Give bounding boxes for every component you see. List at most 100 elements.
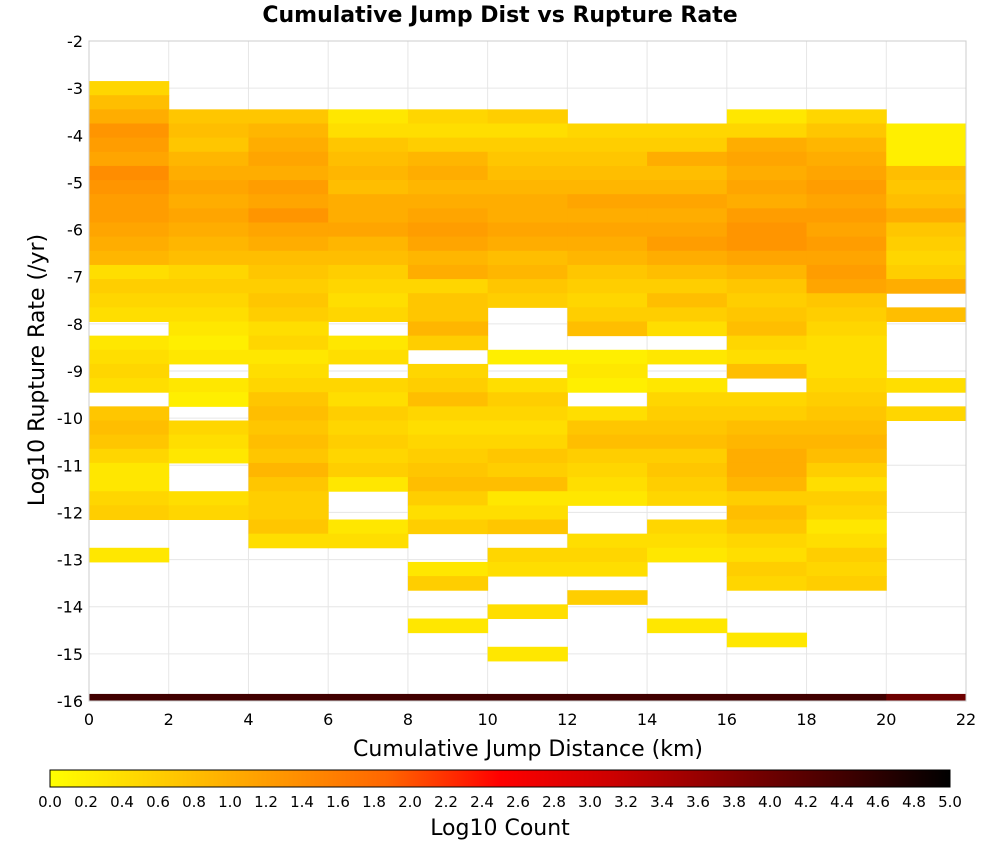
heatmap-cell: [248, 123, 329, 139]
colorbar-tick-label: 0.6: [146, 793, 170, 811]
y-tick-label: -3: [67, 79, 83, 98]
heatmap-cell: [487, 448, 568, 464]
heatmap-cell: [647, 533, 728, 549]
heatmap-cell: [726, 307, 808, 322]
heatmap-cell: [886, 123, 967, 139]
heatmap-cell: [806, 420, 887, 436]
heatmap-cell: [726, 561, 808, 577]
heatmap-cell: [248, 448, 329, 464]
heatmap-cell: [89, 335, 170, 351]
heatmap-cell: [567, 151, 648, 167]
heatmap-cell: [89, 236, 170, 252]
heatmap-cell: [567, 491, 648, 506]
heatmap-cell: [726, 264, 808, 280]
heatmap-cell: [328, 448, 409, 464]
colorbar-tick-label: 2.0: [398, 793, 422, 811]
heatmap-cell: [806, 236, 887, 252]
y-tick-label: -4: [67, 126, 83, 145]
heatmap-cell: [567, 165, 648, 181]
heatmap-cell: [567, 547, 648, 563]
heatmap-cell: [806, 208, 887, 223]
heatmap-cell: [89, 165, 170, 181]
heatmap-cell: [647, 151, 728, 167]
heatmap-cell: [647, 236, 728, 252]
heatmap-cell: [328, 208, 409, 223]
heatmap-cell: [487, 165, 568, 181]
heatmap-cell: [487, 123, 568, 139]
heatmap-cell: [328, 307, 409, 322]
heatmap-cell: [407, 519, 489, 535]
colorbar-tick-label: 4.2: [794, 793, 818, 811]
heatmap-cell: [248, 307, 329, 322]
colorbar-tick-label: 3.2: [614, 793, 638, 811]
heatmap-cell: [407, 123, 489, 139]
heatmap-cell: [886, 165, 967, 181]
heatmap-cell: [168, 293, 249, 308]
heatmap-cell: [806, 491, 887, 506]
heatmap-cell: [886, 222, 967, 238]
heatmap-cell: [328, 533, 409, 549]
heatmap-cell: [487, 236, 568, 252]
heatmap-cell: [248, 533, 329, 549]
x-tick-label: 20: [876, 710, 896, 729]
colorbar-tick-label: 2.2: [434, 793, 458, 811]
x-axis-ticks: 0 2 4 6 8 10 12 14 16 18 20 22: [84, 710, 976, 729]
heatmap-cell: [567, 533, 648, 549]
heatmap-cell: [487, 420, 568, 436]
heatmap-cell: [726, 406, 808, 421]
heatmap-cell: [487, 462, 568, 478]
heatmap-cell: [487, 406, 568, 421]
heatmap-cell: [328, 137, 409, 153]
heatmap-cell: [248, 321, 329, 337]
heatmap-cell: [567, 477, 648, 492]
heatmap-cell: [487, 547, 568, 563]
heatmap-cell: [168, 194, 249, 209]
heatmap-cell: [407, 307, 489, 322]
heatmap-cell: [567, 293, 648, 308]
heatmap-cell: [89, 491, 170, 506]
heatmap-cell: [806, 335, 887, 351]
heatmap-cell: [89, 462, 170, 478]
colorbar-tick-label: 0.4: [110, 793, 134, 811]
y-tick-label: -12: [57, 503, 83, 522]
heatmap-cell: [487, 180, 568, 195]
heatmap-cell: [407, 491, 489, 506]
heatmap-cell: [168, 222, 249, 238]
heatmap-cell: [567, 561, 648, 577]
colorbar-tick-label: 1.2: [254, 793, 278, 811]
colorbar-tick-label: 3.4: [650, 793, 674, 811]
heatmap-cell: [89, 293, 170, 308]
heatmap-cell: [487, 491, 568, 506]
heatmap-cell: [487, 378, 568, 393]
heatmap-cell: [886, 236, 967, 252]
heatmap-cell: [647, 392, 728, 407]
heatmap-cell: [168, 165, 249, 181]
heatmap-cell: [487, 646, 568, 662]
heatmap-cell: [647, 406, 728, 421]
y-tick-label: -16: [57, 692, 83, 711]
heatmap-cell: [248, 462, 329, 478]
y-tick-label: -10: [57, 409, 83, 428]
heatmap-cell: [407, 462, 489, 478]
heatmap-cell: [248, 250, 329, 266]
heatmap-cell: [726, 222, 808, 238]
heatmap-cell: [248, 392, 329, 407]
heatmap-cell: [806, 222, 887, 238]
heatmap-cell: [407, 392, 489, 407]
heatmap-cell: [89, 378, 170, 393]
heatmap-cell: [168, 137, 249, 153]
heatmap-cell: [168, 109, 249, 124]
heatmap-cell: [726, 505, 808, 520]
heatmap-cell: [487, 693, 568, 702]
heatmap-cell: [89, 349, 170, 365]
heatmap-cell: [726, 293, 808, 308]
heatmap-cell: [248, 194, 329, 209]
heatmap-cell: [886, 137, 967, 153]
heatmap-cell: [806, 264, 887, 280]
heatmap-cell: [407, 293, 489, 308]
heatmap-cell: [487, 561, 568, 577]
heatmap-cell: [89, 406, 170, 421]
heatmap-cell: [89, 208, 170, 223]
heatmap-cell: [806, 151, 887, 167]
